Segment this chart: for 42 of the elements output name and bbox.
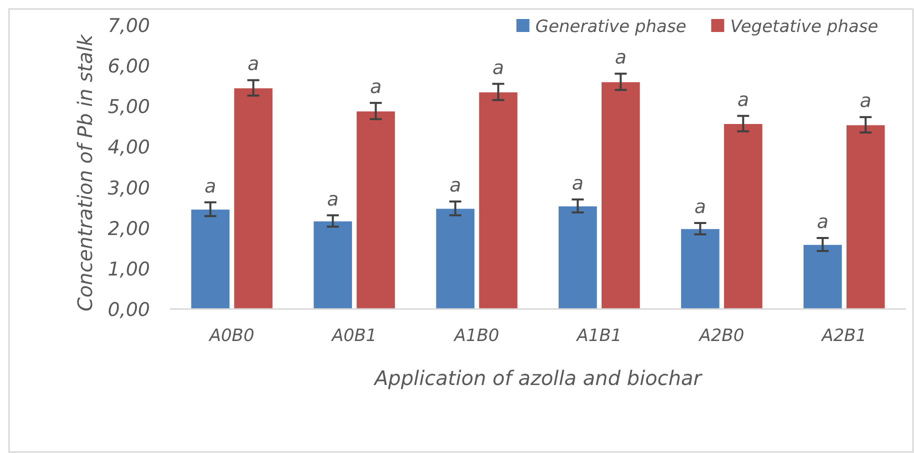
y-tick-label: 5,00: [108, 96, 150, 118]
bar: [723, 123, 764, 310]
x-tick-label: A1B0: [453, 326, 500, 346]
bar: [680, 228, 720, 310]
bar: [233, 87, 274, 310]
x-tick-label: A2B1: [820, 326, 867, 346]
annotation: a: [816, 211, 829, 233]
annotation: a: [449, 174, 462, 196]
bar: [190, 208, 230, 310]
bar: [435, 208, 476, 310]
y-tick-label: 0,00: [108, 299, 150, 321]
x-tick-label: A0B1: [330, 326, 377, 346]
annotation: a: [860, 90, 872, 112]
x-tick-label: A0B0: [208, 326, 254, 346]
y-tick-label: 2,00: [108, 218, 150, 240]
annotation: a: [492, 56, 504, 79]
bar: [356, 110, 396, 310]
x-axis-title: Application of azolla and biochar: [372, 366, 704, 390]
annotation: a: [737, 88, 749, 111]
annotation: a: [370, 76, 382, 98]
annotation: a: [204, 175, 216, 198]
bar: [846, 124, 886, 310]
legend-label: Generative phase: [535, 17, 686, 37]
annotation: a: [247, 53, 260, 76]
annotation: a: [614, 46, 627, 69]
legend-label: Vegetative phase: [730, 17, 878, 37]
annotation: a: [572, 172, 584, 194]
annotation: a: [327, 188, 339, 210]
bar: [558, 206, 598, 310]
y-axis-title: Concentration of Pb in stalk: [73, 33, 97, 312]
y-tick-label: 7,00: [108, 15, 150, 37]
annotation: a: [694, 196, 706, 218]
y-tick-label: 6,00: [108, 56, 150, 78]
bar: [802, 244, 843, 310]
y-tick-label: 4,00: [108, 136, 150, 159]
bar: [312, 220, 353, 310]
bar: [478, 92, 518, 310]
y-tick-label: 3,00: [108, 177, 150, 200]
x-tick-label: A2B0: [698, 326, 744, 346]
x-tick-label: A1B1: [576, 326, 622, 346]
y-tick-label: 1,00: [108, 258, 150, 280]
bar: [600, 81, 641, 310]
